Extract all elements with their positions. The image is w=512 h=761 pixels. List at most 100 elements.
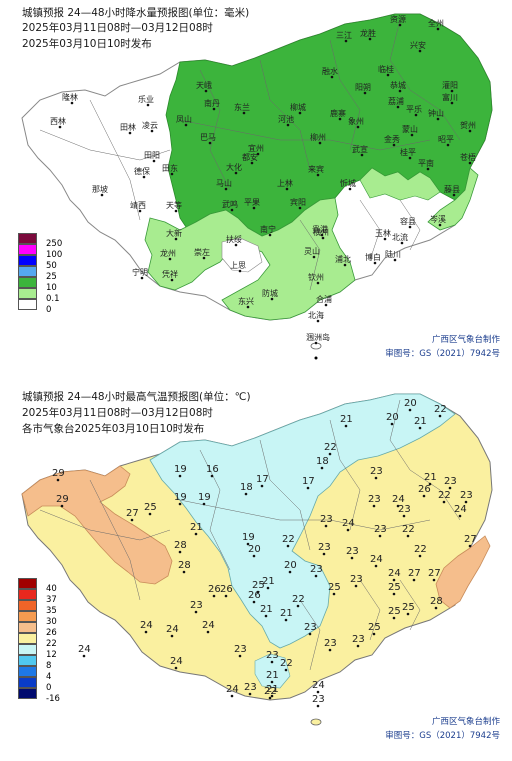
city-dot <box>450 89 454 93</box>
city-dot <box>250 161 254 165</box>
temp-station-dot <box>372 504 376 508</box>
temp-value-label: 21 <box>280 608 293 619</box>
temp-station-dot <box>354 584 358 588</box>
city-label: 全州 <box>428 18 444 28</box>
city-label: 横州 <box>313 227 329 237</box>
temp-station-dot <box>270 694 274 698</box>
temp-station-dot <box>412 578 416 582</box>
rain-legend-label-5: 0.1 <box>46 294 60 304</box>
temp-swatch-3 <box>18 611 37 622</box>
temp-value-label: 20 <box>386 412 399 423</box>
rain-issued: 2025年03月10日10时发布 <box>22 38 152 50</box>
city-dot <box>174 237 178 241</box>
temp-station-dot <box>238 654 242 658</box>
temp-station-dot <box>194 610 198 614</box>
temp-value-label: 23 <box>352 634 365 645</box>
temp-value-label: 23 <box>374 524 387 535</box>
temp-value-label: 23 <box>370 466 383 477</box>
temp-station-dot <box>332 592 336 596</box>
temp-station-dot <box>392 578 396 582</box>
city-dot <box>393 258 397 262</box>
city-label: 临桂 <box>378 64 394 74</box>
city-label: 灵山 <box>304 246 320 256</box>
temp-station-dot <box>408 408 412 412</box>
temp-station-dot <box>248 692 252 696</box>
temp-value-label: 24 <box>78 644 91 655</box>
city-label: 桂平 <box>400 147 416 157</box>
city-dot <box>298 111 302 115</box>
temp-value-label: 25 <box>402 602 415 613</box>
temp-value-label: 23 <box>312 694 325 705</box>
temp-station-dot <box>296 604 300 608</box>
rain-swatch-1 <box>18 244 37 255</box>
city-label: 东兰 <box>234 102 250 112</box>
temp-station-dot <box>206 630 210 634</box>
temp-value-label: 20 <box>284 560 297 571</box>
temp-station-dot <box>144 630 148 634</box>
city-label: 武鸣 <box>222 199 238 209</box>
temp-value-label: 25 <box>144 502 157 513</box>
city-dot <box>338 117 342 121</box>
temp-value-label: 23 <box>304 622 317 633</box>
city-label: 北流 <box>392 232 408 242</box>
city-label: 河池 <box>278 114 294 124</box>
temp-value-label: 22 <box>434 404 447 415</box>
temp-legend-label-5: 22 <box>46 639 57 649</box>
city-label: 那坡 <box>92 184 108 194</box>
city-dot <box>312 255 316 259</box>
city-label: 南丹 <box>204 98 220 108</box>
temp-value-label: 28 <box>174 540 187 551</box>
temp-legend-label-1: 37 <box>46 595 57 605</box>
city-dot <box>400 241 404 245</box>
city-dot <box>285 187 289 191</box>
temp-station-dot <box>406 612 410 616</box>
temp-title: 城镇预报 24—48小时最高气温预报图(单位：℃) <box>22 391 251 403</box>
temp-value-label: 18 <box>240 482 253 493</box>
temp-value-label: 23 <box>318 542 331 553</box>
city-label: 陆川 <box>385 249 401 259</box>
temp-value-label: 29 <box>52 468 65 479</box>
temp-station-dot <box>406 534 410 538</box>
temp-station-dot <box>428 482 432 486</box>
temp-value-label: 23 <box>324 638 337 649</box>
temp-swatch-9 <box>18 677 37 688</box>
temp-station-dot <box>264 614 268 618</box>
city-dot <box>408 225 412 229</box>
temp-station-dot <box>252 600 256 604</box>
rain-swatch-3 <box>18 266 37 277</box>
city-label: 凤山 <box>176 114 192 124</box>
temp-station-dot <box>60 504 64 508</box>
temp-station-dot <box>372 632 376 636</box>
temp-value-label: 17 <box>256 474 269 485</box>
city-dot <box>152 159 156 163</box>
temp-value-label: 24 <box>166 624 179 635</box>
city-label: 龙胜 <box>360 28 376 38</box>
city-label: 扶绥 <box>226 234 242 244</box>
temp-legend-label-6: 12 <box>46 650 57 660</box>
temp-value-label: 22 <box>264 686 277 697</box>
city-label: 藤县 <box>444 184 460 194</box>
temp-station-dot <box>328 452 332 456</box>
city-dot <box>224 187 228 191</box>
temp-legend-label-10: -16 <box>46 694 60 704</box>
city-label: 宜州 <box>248 143 264 153</box>
temp-value-label: 24 <box>388 568 401 579</box>
city-dot <box>398 89 402 93</box>
temp-value-label: 25 <box>328 582 341 593</box>
temp-station-dot <box>306 486 310 490</box>
temp-station-dot <box>458 514 462 518</box>
city-label: 大新 <box>166 228 182 238</box>
city-label: 崇左 <box>194 247 210 257</box>
city-dot <box>468 161 472 165</box>
temp-station-dot <box>396 504 400 508</box>
rain-period: 2025年03月11日08时—03月12日08时 <box>22 22 213 34</box>
temp-value-label: 23 <box>266 650 279 661</box>
city-dot <box>408 156 412 160</box>
city-dot <box>383 237 387 241</box>
city-label: 平南 <box>418 158 434 168</box>
temp-station-dot <box>464 500 468 504</box>
city-label: 资源 <box>390 14 406 24</box>
city-dot <box>168 257 172 261</box>
rain-0.1-10-area-center <box>359 167 441 201</box>
